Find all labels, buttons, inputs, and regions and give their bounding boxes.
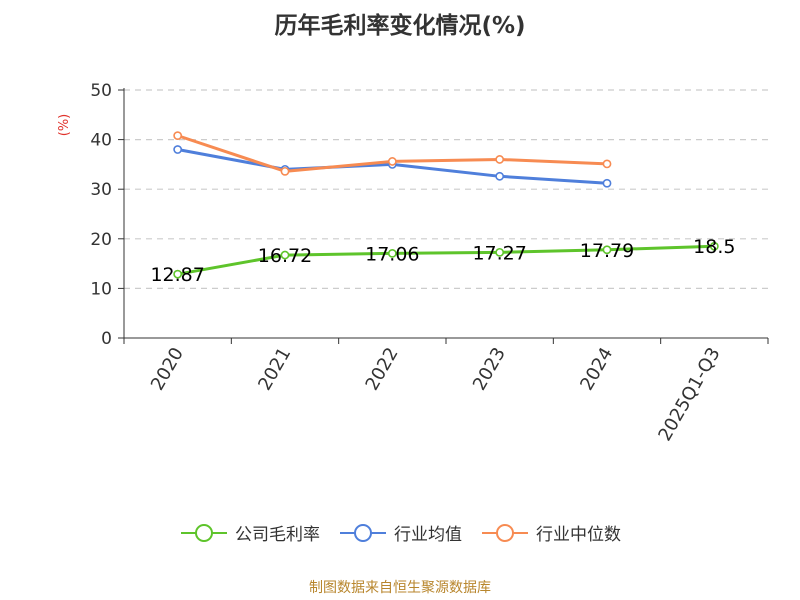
y-tick-label: 0 — [101, 329, 112, 349]
data-label: 17.06 — [365, 243, 419, 265]
y-tick-label: 50 — [90, 81, 112, 101]
data-point — [173, 145, 183, 154]
data-point — [495, 247, 505, 257]
legend-label: 行业均值 — [394, 525, 462, 545]
y-axis-label: (%) — [57, 114, 72, 137]
data-point — [709, 241, 719, 251]
legend-item[interactable]: 行业中位数 — [480, 520, 621, 545]
data-point — [602, 159, 612, 169]
line-chart: 0 10 20 30 40 50 (%) 2020 2021 2022 2023 2024 2025Q1… — [57, 81, 769, 445]
x-tick-label: 2024 — [576, 344, 617, 394]
legend-marker-icon — [340, 523, 386, 542]
data-label: 12.87 — [150, 264, 204, 286]
y-tick-label: 20 — [90, 230, 112, 250]
data-point — [602, 245, 612, 255]
legend: 公司毛利率 行业均值 行业中位数 — [0, 520, 800, 545]
x-tick-label: 2022 — [362, 344, 403, 394]
source-note: 制图数据来自恒生聚源数据库 — [309, 580, 491, 596]
data-point — [173, 269, 183, 279]
data-label: 16.72 — [258, 245, 312, 267]
x-tick-label: 2025Q1-Q3 — [654, 344, 724, 445]
y-tick-label: 30 — [90, 180, 112, 200]
data-point — [602, 178, 612, 188]
legend-item[interactable]: 公司毛利率 — [179, 520, 320, 545]
data-point — [387, 157, 397, 166]
legend-label: 行业中位数 — [536, 525, 621, 545]
legend-item[interactable]: 行业均值 — [338, 520, 462, 545]
x-tick-label: 2023 — [469, 344, 510, 394]
data-label: 18.5 — [693, 236, 735, 258]
data-label: 17.79 — [580, 240, 634, 262]
data-point — [280, 250, 290, 260]
legend-label: 公司毛利率 — [235, 525, 320, 545]
x-tick-label: 2021 — [254, 344, 295, 394]
data-point — [495, 155, 505, 164]
x-tick-label: 2020 — [147, 344, 188, 394]
data-point — [387, 248, 397, 258]
legend-marker-icon — [482, 523, 528, 542]
series-line — [177, 244, 715, 276]
data-point — [173, 131, 183, 141]
data-point — [280, 166, 290, 176]
data-point — [495, 171, 505, 181]
legend-marker-icon — [181, 523, 227, 542]
data-label: 17.27 — [472, 242, 526, 264]
y-tick-label: 10 — [90, 279, 112, 299]
y-tick-label: 40 — [90, 131, 112, 151]
chart-title: 历年毛利率变化情况(%) — [274, 13, 526, 39]
